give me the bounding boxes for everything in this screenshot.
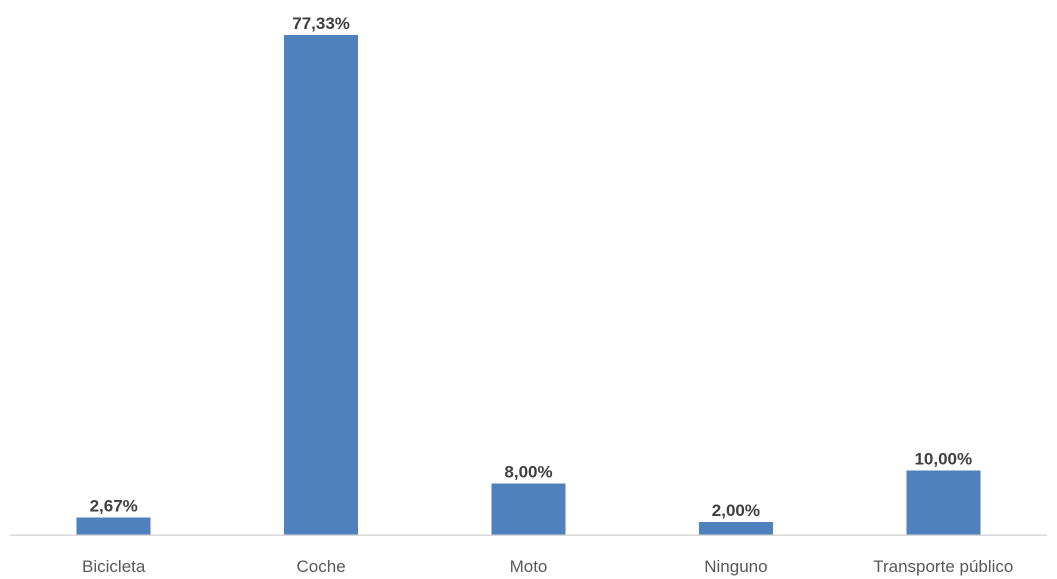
bar-0 <box>76 517 151 535</box>
x-tick-label-1: Coche <box>297 557 346 576</box>
x-tick-label-0: Bicicleta <box>82 557 146 576</box>
bar-4 <box>906 470 981 535</box>
bar-3 <box>698 522 773 535</box>
x-tick-label-2: Moto <box>510 557 548 576</box>
bar-2 <box>491 483 566 535</box>
value-label-4: 10,00% <box>914 449 972 468</box>
value-label-0: 2,67% <box>90 497 138 516</box>
bar-1 <box>284 35 359 535</box>
bars-group <box>76 35 981 535</box>
value-label-3: 2,00% <box>712 501 760 520</box>
x-tick-label-4: Transporte público <box>873 557 1013 576</box>
x-tick-labels-group: Bicicleta Coche Moto Ninguno Transporte públ… <box>82 557 1013 576</box>
value-label-2: 8,00% <box>504 462 552 481</box>
value-labels-group: 2,67% 77,33% 8,00% 2,00% 10,00% <box>90 14 973 520</box>
x-tick-label-3: Ninguno <box>704 557 767 576</box>
value-label-1: 77,33% <box>292 14 350 33</box>
